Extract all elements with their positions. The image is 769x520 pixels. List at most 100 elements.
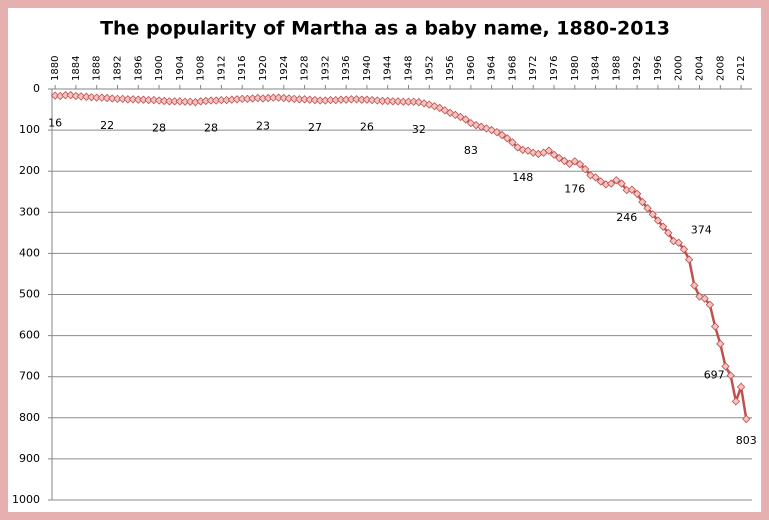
marker <box>186 97 195 106</box>
data-label: 27 <box>308 121 322 134</box>
marker <box>175 97 185 106</box>
x-tick-label: 1960 <box>466 56 477 81</box>
x-tick-label: 1904 <box>175 56 186 81</box>
marker <box>497 130 507 140</box>
chart-title: The popularity of Martha as a baby name,… <box>100 18 670 40</box>
marker <box>102 93 112 103</box>
marker <box>581 164 590 174</box>
data-label: 176 <box>564 182 585 195</box>
marker <box>508 138 517 147</box>
marker <box>555 153 564 163</box>
x-tick-label: 1992 <box>632 56 643 81</box>
x-tick-label: 1984 <box>591 56 602 81</box>
marker <box>461 115 470 124</box>
marker <box>607 179 616 188</box>
marker <box>627 185 637 194</box>
marker <box>544 146 553 155</box>
marker <box>695 292 704 301</box>
marker <box>742 414 751 424</box>
y-tick-label: 400 <box>19 246 40 259</box>
y-tick-label: 0 <box>33 82 40 95</box>
marker <box>82 92 91 101</box>
marker <box>279 93 288 103</box>
marker <box>648 210 657 219</box>
marker <box>383 96 392 106</box>
x-tick-label: 1996 <box>653 56 664 81</box>
marker <box>253 93 262 103</box>
marker <box>570 157 579 166</box>
x-tick-label: 1884 <box>71 56 82 81</box>
marker <box>409 97 418 106</box>
marker <box>430 102 439 111</box>
data-label: 32 <box>412 123 426 136</box>
x-tick-label: 1924 <box>279 56 290 81</box>
data-label: 16 <box>48 117 62 130</box>
marker <box>482 124 491 133</box>
marker <box>492 127 502 137</box>
x-tick-label: 1936 <box>341 56 352 81</box>
data-label: 28 <box>204 122 218 135</box>
x-tick-label: 1900 <box>154 56 165 81</box>
marker <box>617 179 626 188</box>
x-tick-label: 1888 <box>92 56 103 81</box>
marker <box>373 96 382 105</box>
data-label: 803 <box>736 434 757 447</box>
marker <box>575 160 585 169</box>
data-label: 26 <box>360 121 374 134</box>
marker <box>108 94 117 103</box>
y-tick-label: 1000 <box>12 493 40 506</box>
y-tick-label: 200 <box>19 164 40 177</box>
y-tick-label: 100 <box>19 123 40 136</box>
marker <box>726 371 735 380</box>
marker <box>721 362 730 371</box>
y-tick-label: 600 <box>19 329 40 342</box>
y-tick-label: 700 <box>19 370 40 383</box>
marker <box>653 216 663 225</box>
data-label: 22 <box>100 119 114 132</box>
marker <box>87 93 96 102</box>
x-tick-label: 1944 <box>383 56 394 81</box>
marker <box>274 93 283 102</box>
marker <box>710 322 720 331</box>
x-tick-label: 1956 <box>445 56 456 81</box>
marker <box>290 94 299 104</box>
marker <box>705 300 715 309</box>
marker <box>310 95 320 105</box>
x-tick-label: 1932 <box>320 56 331 81</box>
x-tick-label: 1968 <box>507 56 518 81</box>
marker <box>560 156 569 166</box>
marker <box>139 95 148 104</box>
x-tick-label: 1980 <box>570 56 581 81</box>
marker <box>529 148 538 157</box>
marker <box>690 281 699 290</box>
marker <box>451 110 460 120</box>
data-label: 28 <box>152 122 166 135</box>
marker <box>549 150 559 159</box>
marker <box>300 95 309 104</box>
marker <box>71 91 81 101</box>
marker <box>352 95 361 104</box>
plot: 0 100 200 300 400 500 600 700 800 900 1000 1880 1884… <box>12 56 757 506</box>
marker <box>466 118 476 128</box>
y-tick-label: 500 <box>19 288 40 301</box>
marker <box>596 177 605 186</box>
x-tick-label: 2000 <box>674 56 685 81</box>
marker <box>393 97 403 106</box>
marker <box>612 176 621 185</box>
marker <box>503 134 512 143</box>
x-tick-label: 1976 <box>549 56 560 81</box>
data-label: 23 <box>256 119 270 132</box>
x-tick-label: 2004 <box>695 56 706 81</box>
marker <box>149 95 159 105</box>
marker <box>128 95 138 104</box>
marker <box>487 125 496 135</box>
x-tick-label: 1912 <box>216 56 227 81</box>
x-tick-label: 1892 <box>112 56 123 81</box>
marker <box>154 96 164 105</box>
y-tick-label: 800 <box>19 411 40 424</box>
marker <box>518 145 527 154</box>
marker <box>731 397 741 406</box>
x-tick-label: 1964 <box>487 56 498 81</box>
marker <box>118 94 127 104</box>
